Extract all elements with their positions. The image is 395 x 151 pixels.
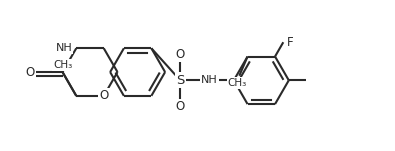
Text: O: O [176,48,185,61]
Text: S: S [176,74,184,87]
Text: F: F [287,36,294,49]
Text: O: O [176,100,185,113]
Text: NH: NH [201,75,218,85]
Text: CH₃: CH₃ [53,60,72,70]
Text: O: O [26,66,35,79]
Text: NH: NH [56,43,72,53]
Text: O: O [99,89,108,102]
Text: CH₃: CH₃ [228,78,247,88]
